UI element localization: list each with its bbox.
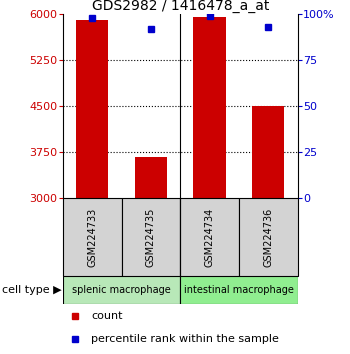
Bar	[180, 276, 298, 304]
Text: count: count	[91, 311, 122, 321]
Title: GDS2982 / 1416478_a_at: GDS2982 / 1416478_a_at	[92, 0, 269, 13]
Bar	[239, 198, 298, 276]
Text: GSM224735: GSM224735	[146, 207, 156, 267]
Text: percentile rank within the sample: percentile rank within the sample	[91, 334, 279, 344]
Bar	[76, 20, 108, 198]
Text: intestinal macrophage: intestinal macrophage	[184, 285, 294, 295]
Bar	[63, 276, 180, 304]
Bar	[122, 198, 180, 276]
Text: cell type ▶: cell type ▶	[2, 285, 62, 295]
Bar	[135, 156, 167, 198]
Text: splenic macrophage: splenic macrophage	[72, 285, 171, 295]
Bar	[63, 198, 122, 276]
Bar	[180, 198, 239, 276]
Text: GSM224733: GSM224733	[87, 207, 97, 267]
Bar	[194, 17, 226, 198]
Text: GSM224736: GSM224736	[263, 207, 273, 267]
Text: GSM224734: GSM224734	[204, 207, 215, 267]
Bar	[252, 106, 284, 198]
